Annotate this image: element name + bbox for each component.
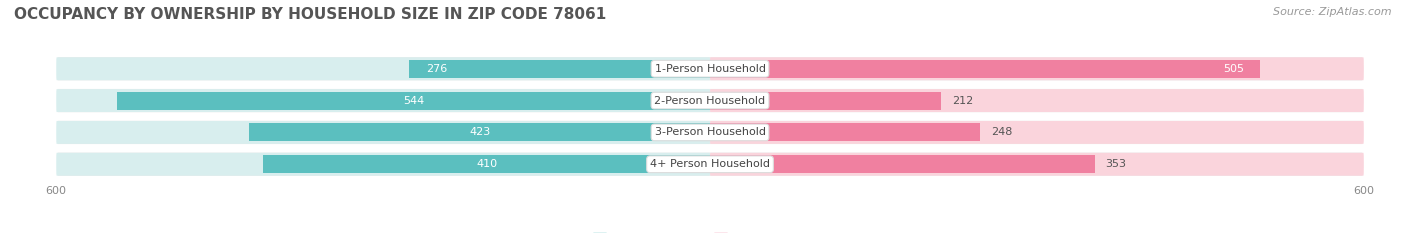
Bar [710,92,941,110]
Text: 353: 353 [1105,159,1126,169]
Text: 1-Person Household: 1-Person Household [655,64,765,74]
FancyBboxPatch shape [56,119,1364,145]
Text: 248: 248 [991,127,1012,137]
FancyBboxPatch shape [56,121,710,144]
Bar [710,155,1095,173]
Bar [710,123,980,141]
Text: 212: 212 [952,96,973,106]
FancyBboxPatch shape [56,56,1364,82]
Bar [409,60,710,78]
FancyBboxPatch shape [710,57,1364,80]
Bar [117,92,710,110]
Legend: Owner-occupied, Renter-occupied: Owner-occupied, Renter-occupied [588,229,832,233]
FancyBboxPatch shape [710,89,1364,112]
Text: 410: 410 [477,159,498,169]
FancyBboxPatch shape [56,151,1364,177]
Text: 3-Person Household: 3-Person Household [655,127,765,137]
Text: 4+ Person Household: 4+ Person Household [650,159,770,169]
Text: OCCUPANCY BY OWNERSHIP BY HOUSEHOLD SIZE IN ZIP CODE 78061: OCCUPANCY BY OWNERSHIP BY HOUSEHOLD SIZE… [14,7,606,22]
FancyBboxPatch shape [56,57,710,80]
Bar [710,60,1260,78]
Text: 2-Person Household: 2-Person Household [654,96,766,106]
Bar [249,123,710,141]
Text: 423: 423 [470,127,491,137]
Text: 544: 544 [404,96,425,106]
Text: Source: ZipAtlas.com: Source: ZipAtlas.com [1274,7,1392,17]
FancyBboxPatch shape [56,88,1364,114]
FancyBboxPatch shape [56,153,710,176]
Text: 505: 505 [1223,64,1244,74]
FancyBboxPatch shape [710,121,1364,144]
FancyBboxPatch shape [56,89,710,112]
Bar [263,155,710,173]
FancyBboxPatch shape [710,153,1364,176]
Text: 276: 276 [426,64,447,74]
